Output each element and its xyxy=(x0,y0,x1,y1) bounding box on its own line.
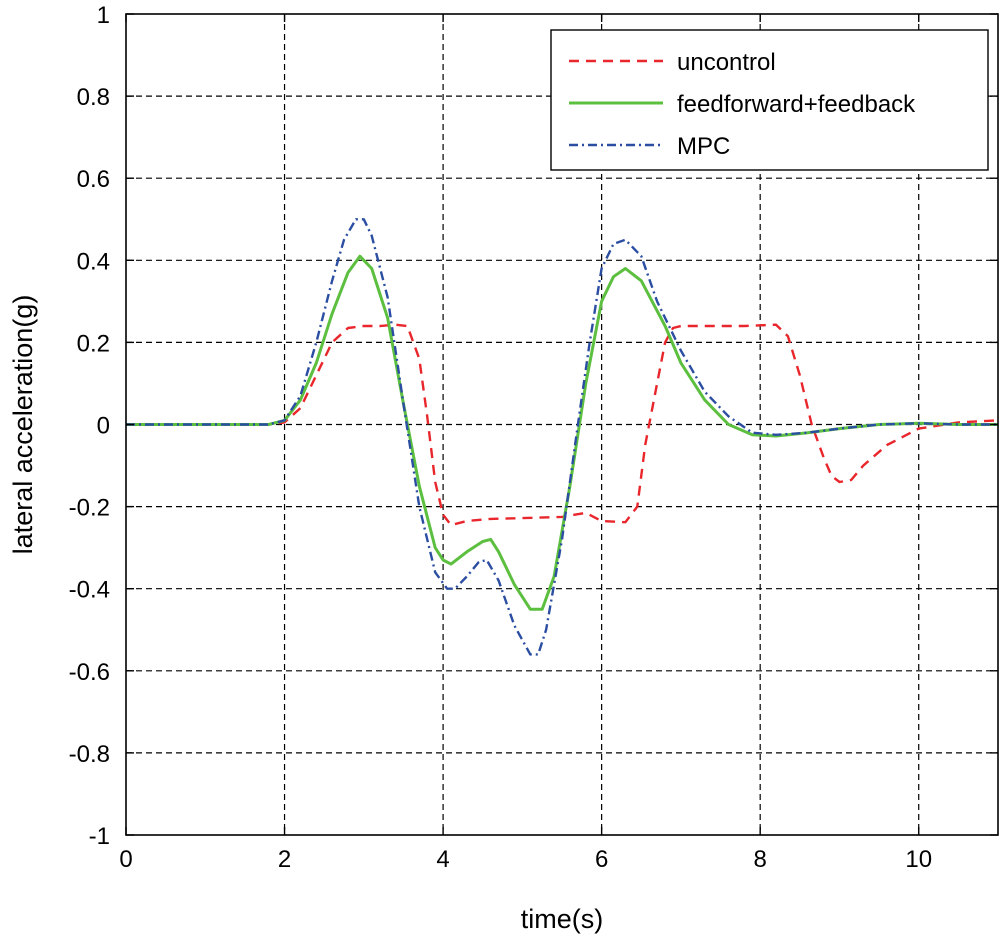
series-line-feedforward-feedback xyxy=(126,254,998,611)
y-tick-label: -0.2 xyxy=(69,495,110,522)
legend-label-feedforward-feedback: feedforward+feedback xyxy=(677,91,916,118)
x-tick-label: 2 xyxy=(278,846,291,873)
x-tick-label: 4 xyxy=(436,846,449,873)
y-tick-label: -0.4 xyxy=(69,577,110,604)
series-line-uncontrol xyxy=(126,323,999,527)
y-axis-label: lateral acceleration(g) xyxy=(8,295,38,555)
x-tick-label: 10 xyxy=(905,846,932,873)
grid xyxy=(126,14,998,835)
x-tick-label: 0 xyxy=(119,846,132,873)
y-tick-label: 1 xyxy=(97,2,110,29)
y-tick-label: 0 xyxy=(97,413,110,440)
legend-label-mpc: MPC xyxy=(677,133,730,160)
y-tick-label: 0.6 xyxy=(77,166,110,193)
legend-box xyxy=(550,29,989,171)
legend-label-uncontrol: uncontrol xyxy=(677,49,776,76)
x-tick-label: 8 xyxy=(754,846,767,873)
ticks: 0 2 4 6 8 10 -1 -0.8 -0.6 -0.4 -0.2 0 0.2 0.4 0.6 0.8 1 xyxy=(69,2,998,873)
legend: uncontrol feedforward+feedback MPC xyxy=(550,29,989,171)
legend-item-uncontrol: uncontrol xyxy=(569,49,776,76)
y-tick-label: -0.8 xyxy=(69,741,110,768)
legend-item-mpc: MPC xyxy=(569,133,730,160)
legend-item-feedforward-feedback: feedforward+feedback xyxy=(569,91,916,118)
series-layer xyxy=(126,218,999,656)
series-line-mpc xyxy=(126,218,998,656)
y-tick-label: 0.4 xyxy=(77,248,110,275)
y-tick-label: -0.6 xyxy=(69,659,110,686)
y-tick-label: 0.2 xyxy=(77,330,110,357)
x-axis-label: time(s) xyxy=(521,904,604,934)
y-tick-label: 0.8 xyxy=(77,84,110,111)
y-tick-label: -1 xyxy=(89,823,110,850)
x-tick-label: 6 xyxy=(595,846,608,873)
